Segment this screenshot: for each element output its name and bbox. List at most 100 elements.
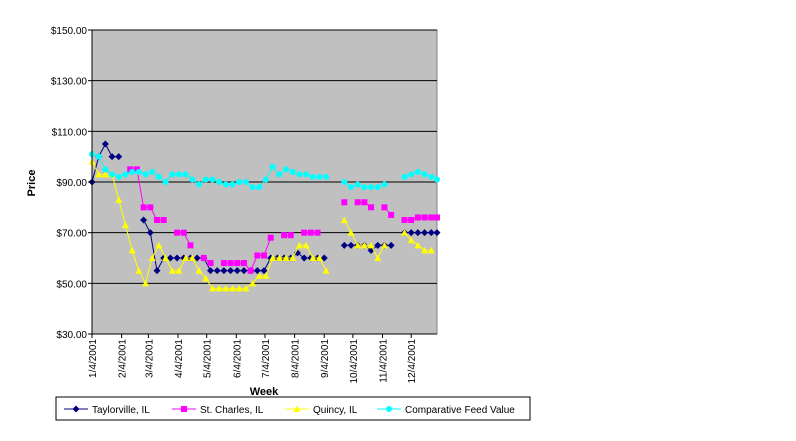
data-point bbox=[207, 267, 215, 275]
data-point bbox=[434, 176, 440, 183]
data-point bbox=[414, 241, 422, 249]
x-tick-label: 7/4/2001 bbox=[261, 339, 272, 378]
data-point bbox=[354, 199, 361, 206]
data-point bbox=[213, 267, 221, 275]
data-point bbox=[421, 246, 429, 254]
data-point bbox=[195, 267, 203, 274]
data-point bbox=[269, 254, 277, 261]
data-point bbox=[315, 254, 323, 261]
data-point bbox=[133, 166, 140, 173]
data-point bbox=[182, 171, 189, 178]
data-point bbox=[428, 214, 435, 221]
data-point bbox=[427, 229, 435, 237]
data-point bbox=[421, 214, 428, 221]
data-point bbox=[341, 179, 348, 185]
data-point bbox=[302, 241, 310, 249]
data-point bbox=[249, 184, 256, 191]
data-point bbox=[295, 241, 303, 249]
data-point bbox=[347, 241, 355, 249]
data-point bbox=[414, 168, 421, 175]
data-point bbox=[340, 241, 348, 249]
data-point bbox=[101, 140, 109, 148]
data-point bbox=[228, 284, 236, 292]
data-point bbox=[427, 246, 435, 254]
data-point bbox=[162, 179, 169, 185]
data-point bbox=[115, 196, 123, 203]
data-point bbox=[140, 204, 147, 211]
data-point bbox=[234, 260, 241, 267]
x-axis-title: Week bbox=[250, 386, 279, 398]
data-point bbox=[187, 242, 194, 249]
x-tick-label: 6/4/2001 bbox=[232, 339, 243, 378]
data-point bbox=[162, 254, 170, 261]
data-point bbox=[222, 284, 230, 292]
data-point bbox=[414, 214, 421, 221]
data-point bbox=[135, 267, 143, 274]
data-point bbox=[434, 214, 440, 221]
data-point bbox=[153, 267, 161, 275]
y-tick-label: $130.00 bbox=[51, 77, 88, 88]
data-point bbox=[95, 153, 102, 160]
data-point bbox=[175, 171, 182, 178]
data-point bbox=[207, 260, 214, 267]
data-point bbox=[287, 232, 294, 239]
data-point bbox=[388, 211, 395, 218]
data-point bbox=[128, 246, 136, 254]
data-point bbox=[220, 267, 228, 275]
data-point bbox=[289, 254, 297, 261]
data-point bbox=[316, 173, 323, 180]
data-point bbox=[368, 184, 375, 191]
data-point bbox=[360, 241, 368, 249]
data-point bbox=[414, 229, 422, 237]
data-point bbox=[407, 236, 415, 244]
data-point bbox=[374, 241, 382, 249]
data-point bbox=[367, 241, 375, 249]
data-point bbox=[247, 267, 254, 274]
legend-swatch-marker bbox=[293, 405, 301, 412]
data-point bbox=[267, 234, 274, 241]
data-point bbox=[142, 279, 150, 287]
data-point bbox=[293, 249, 301, 257]
data-point bbox=[242, 284, 250, 292]
data-point bbox=[121, 221, 129, 229]
data-point bbox=[323, 173, 330, 180]
y-axis-ticks: $30.00 $50.00 $70.00 $90.00 $110.00 $130.00 $1… bbox=[51, 26, 92, 341]
data-point bbox=[374, 184, 381, 191]
data-point bbox=[408, 171, 415, 178]
data-point bbox=[168, 267, 176, 274]
data-point bbox=[155, 241, 163, 249]
data-point bbox=[147, 204, 154, 211]
legend-label: Taylorville, IL bbox=[92, 405, 150, 416]
data-point bbox=[209, 176, 216, 183]
data-point bbox=[115, 153, 123, 161]
data-point bbox=[166, 254, 174, 262]
data-point bbox=[309, 254, 317, 261]
legend-label: Quincy, IL bbox=[313, 405, 358, 416]
data-point bbox=[102, 166, 109, 173]
data-point bbox=[275, 254, 283, 261]
data-point bbox=[240, 267, 248, 275]
data-point bbox=[216, 179, 223, 185]
data-point bbox=[146, 229, 154, 237]
data-point bbox=[122, 171, 129, 178]
y-tick-label: $70.00 bbox=[56, 229, 87, 240]
data-point bbox=[109, 171, 116, 178]
data-point bbox=[142, 171, 149, 178]
data-point bbox=[227, 260, 234, 267]
x-tick-label: 10/4/2001 bbox=[349, 339, 360, 384]
data-point bbox=[380, 241, 388, 249]
data-point bbox=[95, 170, 103, 178]
x-tick-label: 12/4/2001 bbox=[407, 339, 418, 384]
data-point bbox=[254, 252, 261, 259]
data-point bbox=[215, 284, 223, 292]
x-tick-label: 11/4/2001 bbox=[379, 339, 390, 383]
data-point bbox=[347, 229, 355, 236]
series-3 bbox=[89, 151, 440, 191]
data-point bbox=[381, 204, 388, 211]
data-point bbox=[140, 216, 148, 224]
data-point bbox=[354, 241, 362, 249]
data-point bbox=[148, 254, 156, 261]
data-point bbox=[361, 199, 368, 206]
data-point bbox=[235, 284, 243, 292]
data-point bbox=[189, 176, 196, 183]
